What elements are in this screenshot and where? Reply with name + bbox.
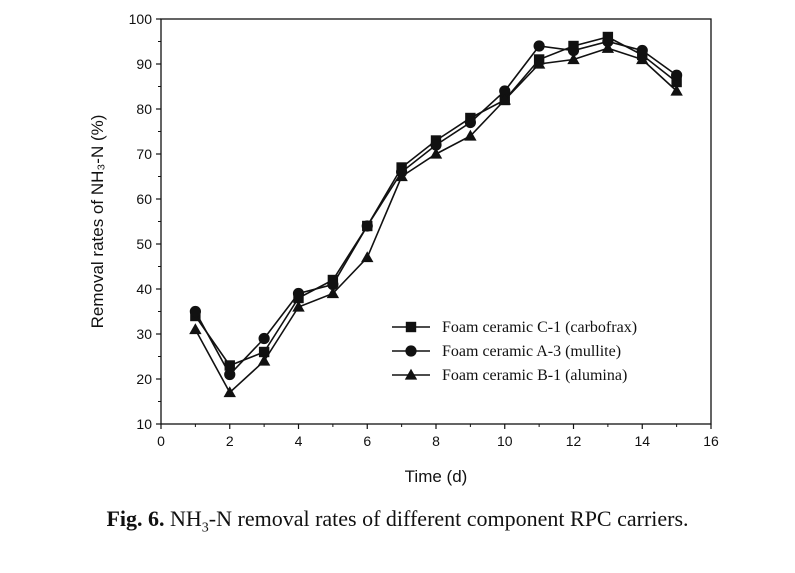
series-circle bbox=[189, 35, 683, 381]
legend-item: Foam ceramic B-1 (alumina) bbox=[392, 367, 627, 384]
data-point-triangle bbox=[670, 84, 683, 96]
data-point-circle bbox=[464, 116, 476, 129]
caption-text-after: -N removal rates of different component … bbox=[208, 506, 689, 531]
data-point-triangle bbox=[326, 287, 340, 299]
data-point-triangle bbox=[361, 251, 374, 263]
data-point-circle bbox=[361, 220, 373, 232]
data-point-circle bbox=[671, 69, 683, 81]
data-point-circle bbox=[258, 332, 270, 345]
data-point-circle bbox=[430, 139, 442, 151]
y-tick-label: 40 bbox=[136, 281, 152, 297]
plot-frame bbox=[160, 18, 712, 425]
data-point-triangle bbox=[532, 57, 546, 69]
legend-label: Foam ceramic A-3 (mullite) bbox=[442, 343, 621, 360]
x-tick-label: 0 bbox=[157, 433, 165, 449]
data-point-triangle bbox=[498, 93, 511, 105]
legend-label: Foam ceramic C-1 (carbofrax) bbox=[442, 319, 637, 336]
data-point-triangle bbox=[395, 170, 408, 182]
data-point-triangle bbox=[223, 386, 236, 398]
data-point-circle bbox=[189, 305, 201, 318]
data-point-triangle bbox=[257, 354, 271, 366]
y-tick-label: 70 bbox=[136, 146, 152, 162]
data-point-triangle bbox=[429, 147, 443, 159]
x-tick-label: 6 bbox=[363, 433, 371, 449]
data-point-circle bbox=[224, 368, 236, 381]
data-point-circle bbox=[327, 278, 339, 291]
data-point-square bbox=[671, 76, 682, 88]
chart: 0 2 4 6 8 10 12 14 16 10 20 30 40 50 60 70 80 90 100 Time… bbox=[88, 11, 719, 486]
series-layer bbox=[189, 31, 683, 398]
series-line bbox=[194, 36, 678, 367]
x-tick-label: 14 bbox=[634, 433, 650, 449]
y-axis-title: Removal rates of NH₃-N (%) bbox=[88, 115, 107, 329]
data-point-circle bbox=[533, 40, 545, 52]
y-axis: 10 20 30 40 50 60 70 80 90 100 bbox=[129, 11, 161, 432]
x-tick-label: 2 bbox=[226, 433, 234, 449]
caption-label: Fig. 6. bbox=[106, 506, 165, 531]
figure-caption: Fig. 6. NH3-N removal rates of different… bbox=[0, 506, 795, 536]
data-point-triangle bbox=[404, 368, 418, 380]
legend-label: Foam ceramic B-1 (alumina) bbox=[442, 367, 627, 384]
data-point-circle bbox=[567, 44, 580, 57]
data-point-square bbox=[258, 346, 270, 358]
series-triangle bbox=[189, 42, 683, 398]
y-tick-label: 90 bbox=[136, 56, 152, 72]
y-tick-label: 100 bbox=[129, 11, 153, 27]
y-tick-label: 20 bbox=[136, 371, 152, 387]
data-point-triangle bbox=[567, 53, 580, 65]
y-tick-label: 80 bbox=[136, 101, 152, 117]
data-point-square bbox=[224, 360, 235, 371]
data-point-triangle bbox=[292, 300, 305, 312]
x-tick-label: 16 bbox=[703, 433, 719, 449]
data-point-triangle bbox=[189, 323, 202, 335]
y-tick-label: 10 bbox=[136, 416, 152, 432]
data-point-circle bbox=[636, 44, 648, 57]
y-tick-label: 60 bbox=[136, 191, 152, 207]
y-tick-label: 50 bbox=[136, 236, 152, 252]
caption-subscript: 3 bbox=[201, 520, 209, 536]
legend-item: Foam ceramic C-1 (carbofrax) bbox=[392, 319, 637, 336]
legend: Foam ceramic C-1 (carbofrax) Foam ceramic… bbox=[392, 319, 637, 384]
x-tick-label: 10 bbox=[497, 433, 513, 449]
x-axis: 0 2 4 6 8 10 12 14 16 bbox=[157, 424, 719, 449]
data-point-triangle bbox=[464, 129, 477, 141]
x-axis-title: Time (d) bbox=[405, 467, 468, 486]
data-point-circle bbox=[499, 85, 511, 97]
legend-item: Foam ceramic A-3 (mullite) bbox=[392, 343, 621, 360]
data-point-circle bbox=[405, 345, 417, 357]
plot-border bbox=[160, 18, 712, 425]
data-point-triangle bbox=[601, 42, 615, 53]
y-tick-label: 30 bbox=[136, 326, 152, 342]
data-point-square bbox=[405, 321, 417, 333]
x-tick-label: 12 bbox=[566, 433, 582, 449]
data-point-circle bbox=[602, 35, 614, 48]
data-point-circle bbox=[292, 287, 305, 300]
x-tick-label: 4 bbox=[295, 433, 303, 449]
caption-text-before: NH bbox=[170, 506, 202, 531]
data-point-triangle bbox=[636, 53, 649, 65]
x-tick-label: 8 bbox=[432, 433, 440, 449]
